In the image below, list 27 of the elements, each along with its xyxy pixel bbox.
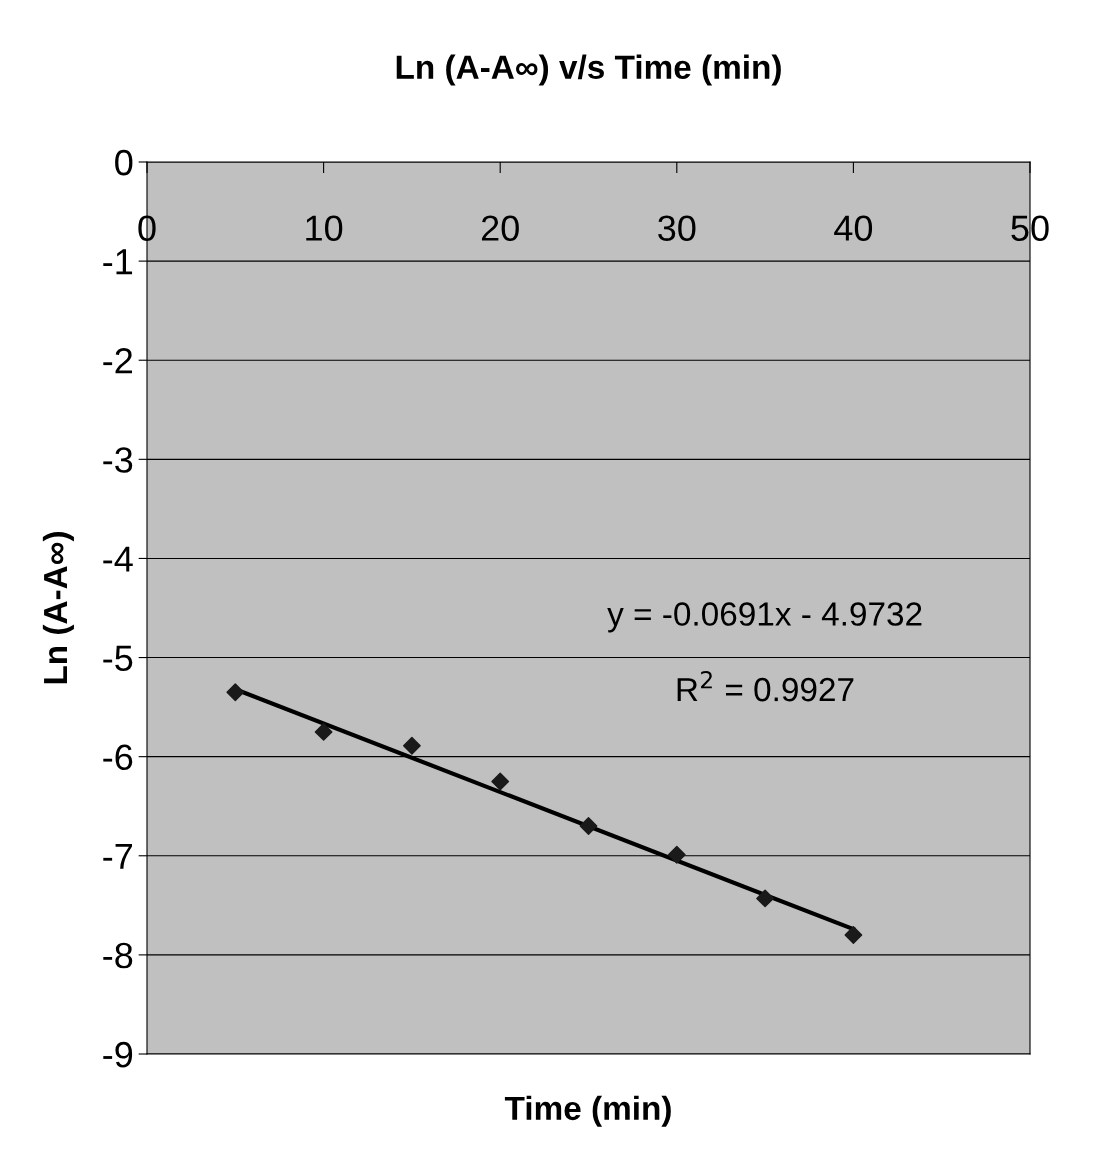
y-tick-label: 0: [115, 149, 133, 176]
x-tick-label: 20: [481, 215, 519, 241]
y-tick-label: -1: [103, 249, 133, 275]
x-tick-label: 30: [658, 215, 696, 241]
point: [579, 817, 598, 835]
point: [491, 772, 510, 791]
y-tick-label: -3: [103, 447, 133, 473]
x-tick-label: 40: [834, 215, 873, 241]
chart-title: Ln (A-A∞) v/s Time (min): [396, 54, 781, 86]
y-axis-title: Ln (A-A∞): [42, 532, 74, 684]
annotation: R$^{2}$ = 0.9927: [677, 671, 854, 702]
y-tick-label: -4: [103, 546, 133, 572]
y-tick-label: -5: [103, 645, 133, 671]
point: [667, 845, 686, 864]
y-tick-label: -6: [103, 744, 133, 771]
y-tick-label: -9: [103, 1041, 133, 1068]
y-tick-label: -2: [103, 348, 132, 374]
point: [402, 736, 421, 755]
annotation: y = -0.0691x - 4.9732: [607, 602, 922, 633]
point: [844, 926, 863, 944]
x-tick-label: 10: [306, 215, 343, 241]
x-axis-title: Time (min): [504, 1095, 671, 1127]
point: [314, 722, 333, 741]
y-tick-label: -7: [103, 844, 132, 869]
point: [756, 889, 775, 908]
y-tick-label: -8: [103, 942, 133, 969]
point: [226, 683, 245, 702]
